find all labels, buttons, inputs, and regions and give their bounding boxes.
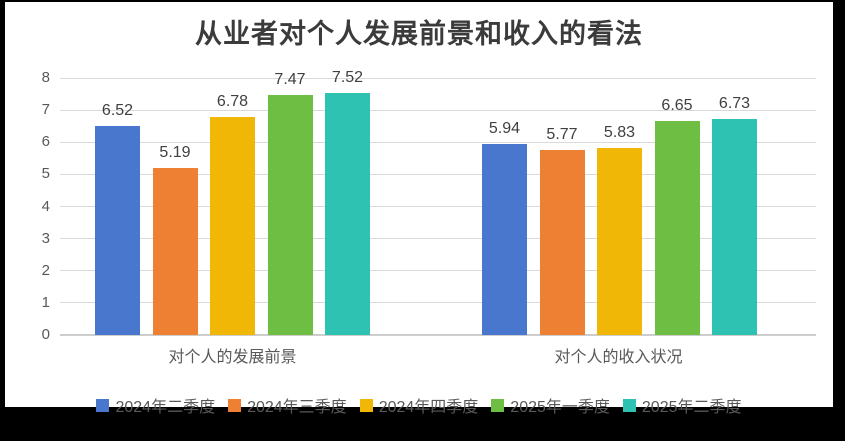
x-axis-category-label: 对个人的收入状况 (554, 349, 683, 366)
legend-swatch-icon (359, 398, 373, 412)
gridline (60, 270, 816, 272)
bar (712, 118, 757, 335)
bar-value-label: 5.19 (159, 144, 191, 162)
y-axis-tick-label: 1 (41, 293, 50, 311)
bar (267, 95, 313, 335)
gridline (60, 77, 816, 79)
y-axis-tick-label: 6 (41, 133, 50, 151)
bar (597, 147, 642, 335)
gridline (60, 206, 816, 207)
legend-label: 2024年四季度 (378, 399, 479, 416)
chart-title: 从业者对个人发展前景和收入的看法 (195, 19, 643, 49)
bar (152, 168, 198, 335)
bar (95, 125, 140, 335)
bar-value-label: 7.52 (331, 69, 364, 87)
y-axis-tick-label: 8 (41, 69, 50, 86)
bar (210, 117, 255, 335)
bar-value-label: 7.47 (274, 71, 306, 89)
gridline (60, 302, 816, 304)
x-axis-category-label: 对个人的发展前景 (168, 349, 297, 366)
bar (325, 93, 370, 335)
y-axis-tick-label: 7 (41, 101, 50, 119)
legend-label: 2024年二季度 (115, 399, 216, 416)
gridline (60, 173, 816, 175)
y-axis-tick-label: 0 (41, 326, 50, 343)
legend-label: 2025年一季度 (510, 399, 610, 416)
bar-value-label: 5.83 (603, 123, 636, 141)
legend-item: 2025年一季度 (491, 393, 610, 417)
gridline (60, 238, 816, 240)
legend-label: 2024年三季度 (247, 399, 347, 416)
legend-item: 2024年四季度 (359, 393, 479, 417)
legend-swatch-icon (491, 398, 505, 412)
legend-item: 2025年二季度 (622, 393, 742, 417)
bar-value-label: 6.73 (718, 94, 751, 112)
y-axis-tick-label: 5 (41, 165, 50, 183)
legend-item: 2024年三季度 (228, 393, 347, 417)
bar-value-label: 5.94 (488, 120, 521, 138)
legend-swatch-icon (622, 398, 636, 412)
bar-value-label: 5.77 (546, 125, 578, 143)
legend-label: 2025年二季度 (641, 399, 742, 416)
legend-swatch-icon (96, 398, 110, 412)
y-axis-tick-label: 3 (41, 229, 50, 247)
legend-swatch-icon (228, 398, 242, 412)
gridline (60, 334, 816, 336)
bar (654, 121, 700, 335)
y-axis-tick-label: 4 (41, 197, 50, 215)
bar (482, 144, 527, 335)
bar-value-label: 6.78 (216, 93, 249, 111)
gridline (60, 109, 816, 111)
legend-item: 2024年二季度 (96, 393, 215, 417)
y-axis-tick-label: 2 (41, 261, 50, 279)
gridline (60, 141, 816, 143)
bar-value-label: 6.52 (101, 101, 134, 119)
chart-canvas: 从业者对个人发展前景和收入的看法 2024年二季度 2024年三季度 2024年四季… (5, 2, 833, 416)
bar-value-label: 6.65 (661, 97, 693, 115)
bar (539, 149, 585, 335)
legend: 2024年二季度 2024年三季度 2024年四季度 2025年一季度 2025年二季度 (5, 393, 833, 417)
